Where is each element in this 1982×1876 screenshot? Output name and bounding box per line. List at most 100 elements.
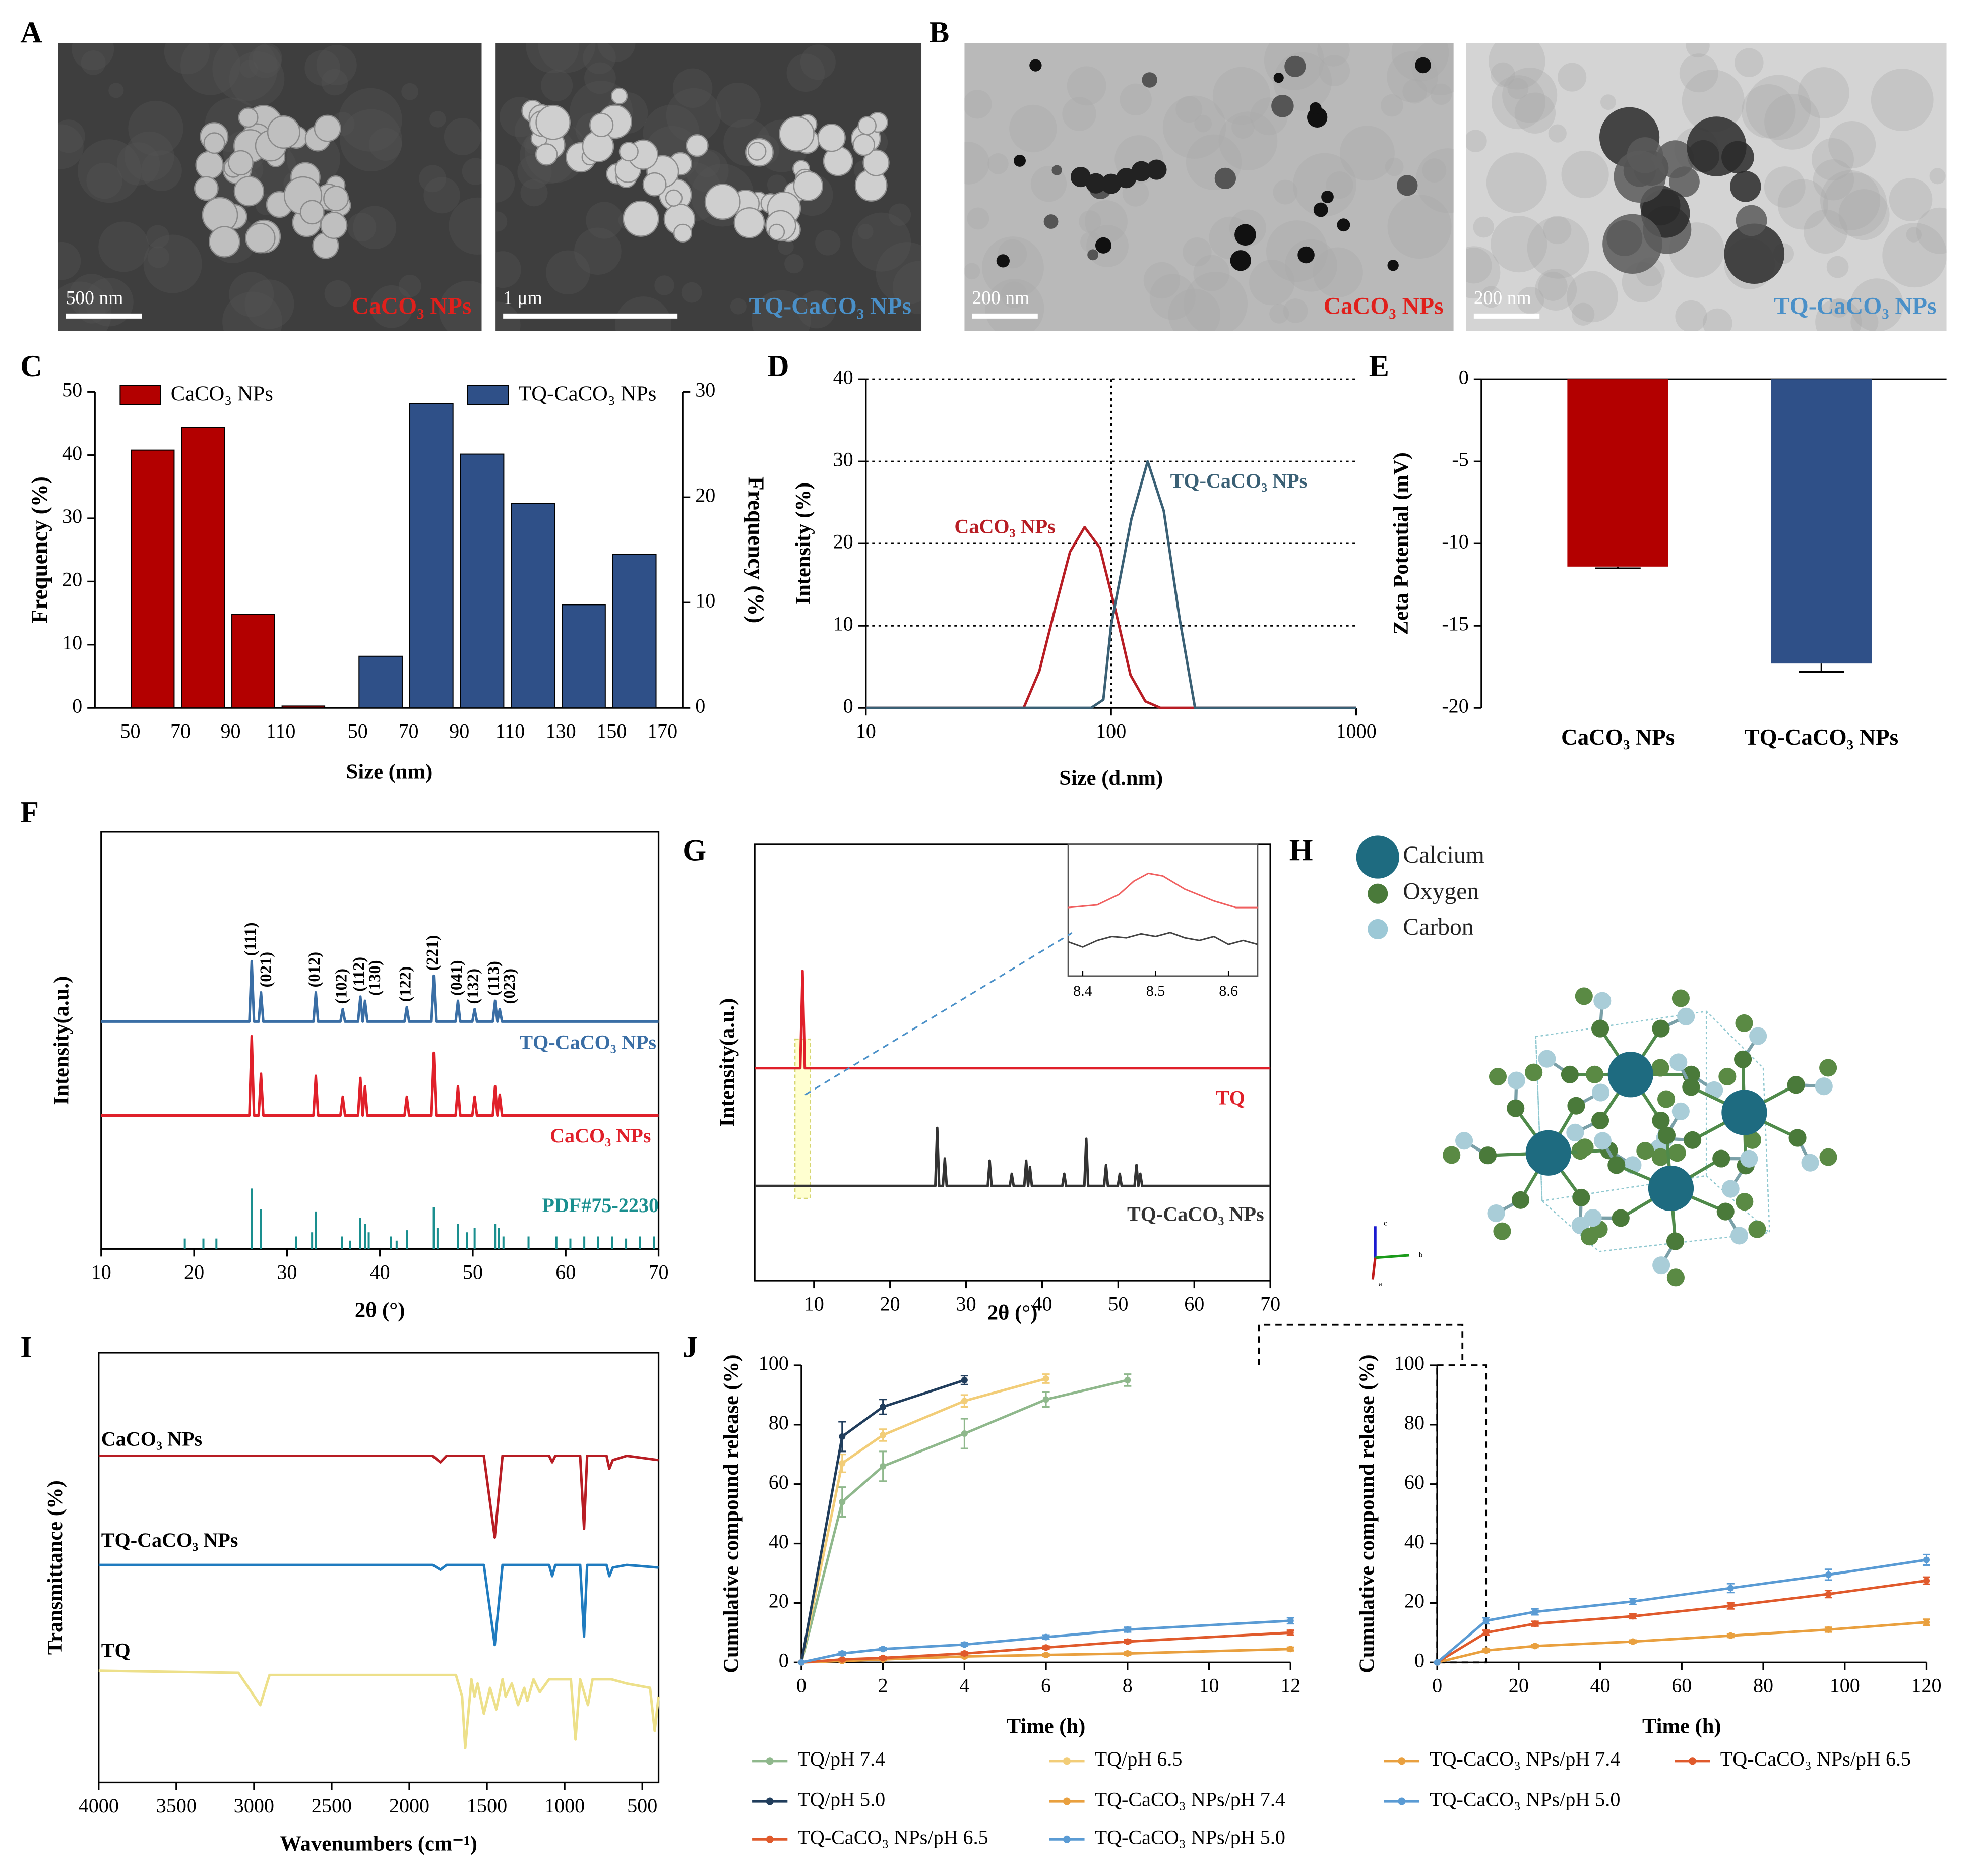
oxygen-atom xyxy=(1819,1148,1837,1166)
texture xyxy=(1062,97,1096,131)
y-tick-label: 0 xyxy=(1414,1649,1424,1671)
particle xyxy=(747,142,767,161)
x-tick-label: 50 xyxy=(1108,1292,1128,1315)
marker xyxy=(1923,1619,1930,1626)
legend-label: TQ/pH 5.0 xyxy=(797,1788,885,1810)
texture xyxy=(1491,62,1515,87)
particle xyxy=(195,151,224,179)
particle xyxy=(1309,102,1322,114)
micrograph xyxy=(1466,43,1947,331)
x-tick-label: TQ-CaCO₃ NPs xyxy=(1745,724,1899,750)
marker xyxy=(1727,1602,1734,1609)
bar xyxy=(562,604,606,709)
texture xyxy=(1430,83,1452,105)
x-tick-label: 1000 xyxy=(1336,720,1377,743)
bar xyxy=(358,655,403,709)
series-line xyxy=(98,1669,660,1749)
particle xyxy=(1070,166,1091,188)
marker xyxy=(961,1430,968,1437)
texture xyxy=(1143,262,1181,299)
texture xyxy=(58,124,84,169)
x-tick-label: 30 xyxy=(956,1292,976,1315)
texture xyxy=(248,45,282,78)
particle xyxy=(779,116,815,152)
legend-marker xyxy=(1398,1797,1406,1805)
x-tick-label: 40 xyxy=(1590,1674,1611,1697)
texture xyxy=(1411,43,1454,96)
x-tick-label: 50 xyxy=(463,1261,483,1284)
texture xyxy=(58,281,112,331)
texture xyxy=(597,43,636,62)
axis-a xyxy=(1371,1257,1377,1280)
texture xyxy=(1820,170,1881,230)
x-tick-label: 70 xyxy=(1260,1292,1280,1315)
texture xyxy=(1527,216,1589,279)
texture xyxy=(462,158,482,185)
oxygen-atom xyxy=(1657,1126,1676,1144)
texture xyxy=(1558,63,1587,92)
y-tick-label: 30 xyxy=(62,505,82,527)
texture xyxy=(1466,130,1487,152)
carbon-atom xyxy=(1591,1083,1610,1102)
inset-x-tick-label: 8.6 xyxy=(1219,982,1238,999)
bar xyxy=(131,449,175,709)
x-tick-label: 20 xyxy=(184,1261,204,1284)
peak-label: (023) xyxy=(501,969,519,1004)
x-tick-label: 50 xyxy=(120,720,140,743)
texture xyxy=(888,203,911,226)
texture xyxy=(893,261,922,314)
marker xyxy=(839,1433,846,1440)
texture xyxy=(1882,223,1947,288)
oxygen-atom xyxy=(1666,1232,1685,1250)
y-tick-label: 20 xyxy=(769,1590,789,1612)
texture xyxy=(1231,115,1255,139)
marker xyxy=(880,1646,887,1653)
carbon-atom xyxy=(1507,1071,1525,1090)
carbon-atom xyxy=(1455,1132,1473,1150)
highlight xyxy=(794,1038,811,1199)
texture xyxy=(108,83,124,98)
marker xyxy=(1124,1626,1131,1633)
calcium-atom xyxy=(1607,1052,1653,1098)
legend-label: TQ-CaCO₃ NPs/pH 5.0 xyxy=(1095,1826,1285,1848)
particle xyxy=(1142,72,1157,88)
particle xyxy=(1087,249,1099,261)
x-tick-label: 1000 xyxy=(544,1794,585,1817)
scale-bar xyxy=(503,313,678,319)
oxygen-atom xyxy=(1748,1220,1766,1238)
texture xyxy=(1871,69,1934,131)
texture xyxy=(784,254,804,274)
texture xyxy=(586,202,623,239)
texture xyxy=(730,298,747,315)
texture xyxy=(1168,288,1221,331)
y-tick-label: 30 xyxy=(695,379,715,401)
texture xyxy=(1675,300,1707,331)
particle xyxy=(1043,214,1059,229)
marker xyxy=(1629,1613,1636,1620)
particle xyxy=(1029,59,1042,72)
marker xyxy=(1287,1629,1294,1636)
micrograph xyxy=(964,43,1454,331)
texture xyxy=(686,149,729,193)
y-tick-label: 10 xyxy=(695,589,715,612)
y-tick-label: 0 xyxy=(779,1649,789,1671)
particle xyxy=(1230,250,1251,271)
particle xyxy=(1273,73,1284,83)
particle xyxy=(320,211,348,239)
series-label: TQ-CaCO₃ NPs xyxy=(1170,469,1308,492)
legend-marker xyxy=(1689,1757,1697,1765)
y-tick-label: 20 xyxy=(62,568,82,591)
micrograph-content xyxy=(1466,43,1947,331)
texture xyxy=(1702,308,1732,331)
texture xyxy=(1283,298,1308,323)
particle xyxy=(1014,154,1026,167)
texture xyxy=(496,164,515,203)
texture xyxy=(58,119,85,153)
y2-axis-label: Frequency (%) xyxy=(743,476,768,623)
texture xyxy=(1838,189,1890,240)
texture xyxy=(541,69,573,101)
oxygen-atom xyxy=(1718,1067,1737,1086)
particle xyxy=(1415,57,1431,74)
texture xyxy=(1850,308,1879,331)
micrograph-content xyxy=(496,43,922,331)
